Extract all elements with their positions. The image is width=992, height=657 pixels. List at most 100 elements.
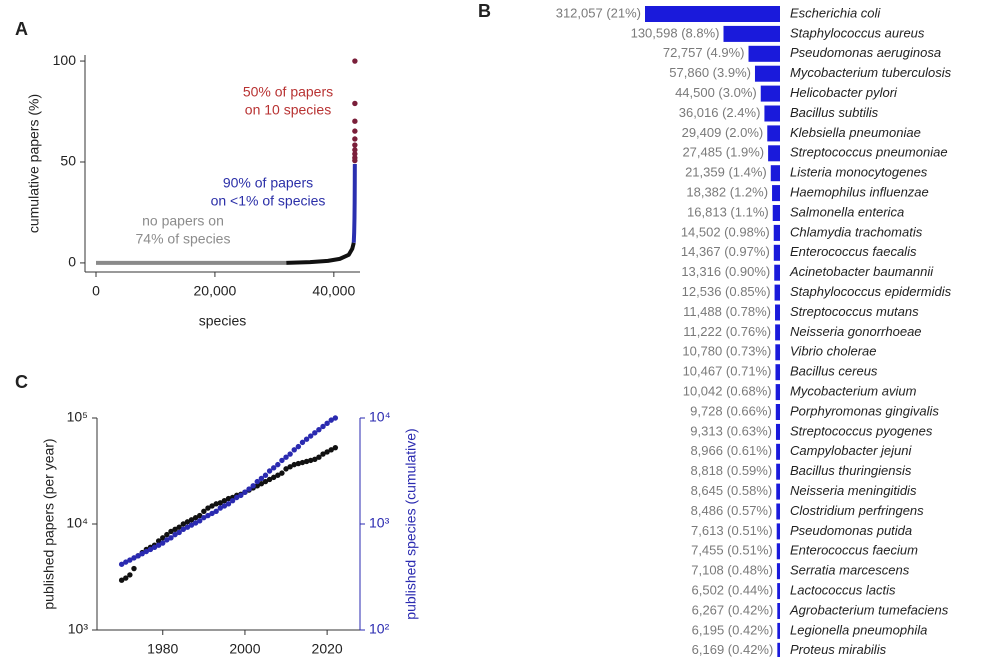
data-point (352, 136, 358, 142)
bar (775, 384, 780, 401)
data-point (221, 497, 228, 504)
data-point (217, 500, 223, 506)
species-name: Clostridium perfringens (790, 503, 924, 518)
annotation: 50% of papers (243, 84, 333, 100)
bar-value-label: 57,860 (3.9%) (669, 65, 751, 80)
bar (723, 25, 780, 42)
data-point (279, 470, 285, 476)
data-point (155, 542, 162, 548)
data-line (351, 163, 357, 243)
bar-value-label: 8,966 (0.61%) (690, 443, 772, 458)
data-point (295, 443, 302, 450)
bar (772, 205, 780, 221)
data-point (127, 557, 133, 563)
species-name: Porphyromonas gingivalis (790, 403, 939, 418)
data-point (332, 444, 339, 451)
bar-value-label: 18,382 (1.2%) (686, 185, 768, 200)
data-point (312, 456, 318, 463)
bar (774, 284, 780, 301)
panel-label: C (15, 372, 28, 392)
data-point (320, 423, 326, 430)
data-point (275, 461, 281, 468)
data-point (291, 461, 297, 468)
bar-value-label: 6,169 (0.42%) (692, 642, 774, 657)
bar-value-label: 7,455 (0.51%) (691, 543, 773, 558)
bar-value-label: 29,409 (2.0%) (682, 125, 764, 140)
data-point (271, 474, 277, 481)
bar (748, 45, 780, 62)
y-axis-title: cumulative papers (%) (26, 94, 42, 233)
y2-tick-label: 10³ (369, 515, 390, 531)
bar-value-label: 6,195 (0.42%) (692, 622, 774, 637)
bar (776, 543, 780, 560)
data-point (176, 529, 182, 536)
species-name: Pseudomonas putida (790, 523, 912, 538)
bar (776, 563, 780, 580)
data-point (213, 508, 219, 514)
y-tick-label: 10³ (68, 621, 89, 637)
data-point (287, 451, 293, 457)
y2-tick-label: 10⁴ (369, 409, 391, 425)
data-point (283, 466, 289, 472)
bar-value-label: 13,316 (0.90%) (681, 264, 770, 279)
data-point (238, 492, 244, 499)
data-point (209, 510, 215, 517)
data-point (139, 550, 145, 557)
data-point (324, 420, 330, 426)
bar (768, 145, 780, 162)
data-point (197, 518, 203, 524)
bar-value-label: 10,467 (0.71%) (683, 364, 772, 379)
data-point (213, 501, 219, 507)
bar (775, 404, 780, 420)
species-name: Staphylococcus aureus (790, 25, 925, 40)
data-point (316, 454, 322, 460)
bar-value-label: 27,485 (1.9%) (682, 145, 764, 160)
bar (775, 324, 780, 341)
x-tick-label: 1980 (147, 641, 178, 657)
data-point (205, 505, 211, 511)
data-point (184, 519, 191, 525)
annotation: no papers on (142, 213, 224, 229)
species-name: Helicobacter pylori (790, 85, 898, 100)
bar-value-label: 14,367 (0.97%) (681, 244, 770, 259)
bar (767, 125, 780, 142)
bar-value-label: 9,313 (0.63%) (690, 423, 772, 438)
data-point (352, 118, 358, 124)
y-tick-label: 100 (53, 52, 77, 68)
species-name: Serratia marcescens (790, 563, 910, 578)
data-point (225, 495, 232, 502)
y2-tick-label: 10² (369, 621, 390, 637)
bar (777, 603, 780, 619)
species-name: Neisseria meningitidis (790, 483, 917, 498)
species-name: Mycobacterium avium (790, 384, 917, 399)
data-line (286, 242, 356, 265)
data-point (316, 426, 322, 433)
data-point (118, 561, 125, 567)
species-name: Listeria monocytogenes (790, 165, 928, 180)
bar-value-label: 14,502 (0.98%) (681, 224, 770, 239)
data-point (246, 486, 252, 492)
data-point (299, 459, 306, 466)
data-point (307, 433, 314, 439)
data-point (295, 460, 302, 467)
bar-value-label: 10,042 (0.68%) (683, 384, 772, 399)
y2-axis-title: published species (cumulative) (403, 428, 419, 619)
data-point (262, 478, 269, 485)
bar-value-label: 72,757 (4.9%) (663, 45, 745, 60)
data-point (262, 472, 269, 478)
species-name: Lactococcus lactis (790, 583, 896, 598)
bar-value-label: 6,267 (0.42%) (692, 602, 774, 617)
bar-value-label: 10,780 (0.73%) (682, 344, 771, 359)
species-name: Chlamydia trachomatis (790, 224, 923, 239)
data-point (352, 128, 358, 134)
annotation: 90% of papers (223, 175, 313, 191)
bar (773, 224, 780, 241)
y-axis-title: published papers (per year) (41, 438, 57, 609)
data-point (352, 100, 358, 107)
bar-value-label: 11,222 (0.76%) (683, 324, 771, 339)
bar (776, 443, 780, 460)
species-name: Salmonella enterica (790, 204, 904, 219)
data-point (324, 449, 330, 455)
data-point (201, 508, 207, 514)
